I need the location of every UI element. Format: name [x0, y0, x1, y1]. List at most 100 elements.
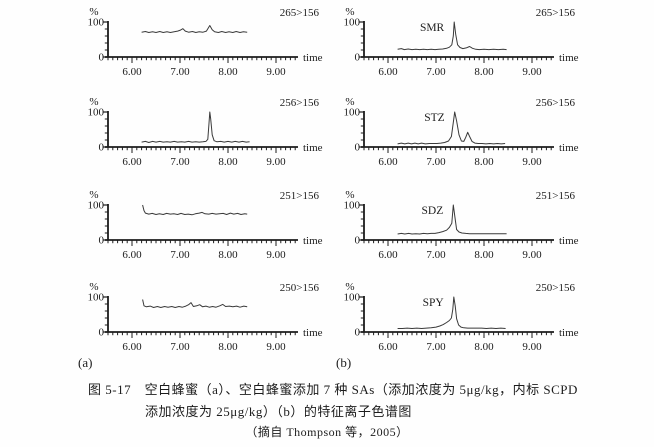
x-tick-label-7.00: 7.00 — [426, 341, 446, 353]
y-tick-label-100: 100 — [88, 107, 105, 119]
peak-label: STZ — [424, 112, 444, 124]
transition-label: 256>156 — [280, 97, 320, 109]
x-tick-label-6.00: 6.00 — [122, 249, 142, 261]
trace-line — [141, 25, 248, 33]
x-tick-label-9.00: 9.00 — [266, 341, 286, 353]
trace-line — [397, 21, 507, 51]
time-label: time — [559, 142, 579, 154]
time-label: time — [303, 235, 323, 247]
x-tick-label-9.00: 9.00 — [522, 156, 542, 168]
x-tick-label-8.00: 8.00 — [474, 249, 494, 261]
x-tick-label-8.00: 8.00 — [218, 156, 238, 168]
time-label: time — [559, 327, 579, 339]
transition-label: 256>156 — [536, 97, 576, 109]
trace-line — [397, 204, 507, 235]
transition-label: 265>156 — [280, 7, 320, 19]
time-label: time — [303, 52, 323, 64]
chromatogram-svg: %100 0 6.00 7.00 8.00 9.00 time 265>156 — [88, 6, 323, 78]
chromatogram-panel-b1: % 100 0 6.00 7.00 8.00 9.00 time 265>156 SMR — [318, 2, 580, 86]
y-tick-label-100: 100 — [344, 17, 361, 29]
time-label: time — [559, 235, 579, 247]
x-tick-label-7.00: 7.00 — [170, 341, 190, 353]
chromatogram-panel-a1: % 100 0 6.00 7.00 8.00 9.00 time 265>156 — [62, 2, 324, 86]
peak-label: SPY — [423, 297, 445, 309]
y-tick-label-0: 0 — [99, 142, 105, 154]
caption-source-line: （摘自 Thompson 等，2005） — [245, 425, 409, 439]
y-tick-label-0: 0 — [99, 52, 105, 64]
time-label: time — [559, 52, 579, 64]
x-tick-label-7.00: 7.00 — [426, 249, 446, 261]
x-tick-label-9.00: 9.00 — [522, 341, 542, 353]
x-tick-label-7.00: 7.00 — [170, 156, 190, 168]
y-tick-label-0: 0 — [355, 327, 361, 339]
chromatogram-panel-a4: % 100 0 6.00 7.00 8.00 9.00 time 250>156 — [62, 277, 324, 361]
peak-label: SDZ — [422, 205, 444, 217]
trace-line — [141, 111, 250, 143]
x-tick-label-6.00: 6.00 — [378, 66, 398, 78]
x-tick-label-8.00: 8.00 — [474, 341, 494, 353]
time-label: time — [303, 142, 323, 154]
x-tick-label-6.00: 6.00 — [378, 341, 398, 353]
chromatogram-panel-b3: % 100 0 6.00 7.00 8.00 9.00 time 251>156 SDZ — [318, 185, 580, 269]
trace-line — [142, 299, 248, 308]
trace-line — [397, 296, 506, 329]
chromatogram-svg: %100 0 6.00 7.00 8.00 9.00 time 265>156 SMR — [344, 6, 579, 78]
transition-label: 250>156 — [280, 282, 320, 294]
y-tick-label-0: 0 — [99, 235, 105, 247]
transition-label: 251>156 — [536, 190, 576, 202]
caption-line-1: 图 5-17 空白蜂蜜（a）、空白蜂蜜添加 7 种 SAs（添加浓度为 5μg/… — [88, 382, 578, 397]
chromatogram-panel-b2: % 100 0 6.00 7.00 8.00 9.00 time 256>156 STZ — [318, 92, 580, 176]
y-tick-label-100: 100 — [88, 200, 105, 212]
y-tick-label-0: 0 — [355, 52, 361, 64]
x-tick-label-7.00: 7.00 — [170, 249, 190, 261]
chromatogram-svg: %100 0 6.00 7.00 8.00 9.00 time 256>156 STZ — [344, 96, 579, 168]
chromatogram-svg: %100 0 6.00 7.00 8.00 9.00 time 251>156 — [88, 189, 323, 261]
chromatogram-svg: %100 0 6.00 7.00 8.00 9.00 time 250>156 — [88, 281, 323, 353]
x-tick-label-7.00: 7.00 — [170, 66, 190, 78]
trace-line — [397, 111, 506, 145]
y-axis-unit-label: % — [345, 189, 354, 201]
y-axis-unit-label: % — [345, 6, 354, 18]
x-tick-label-9.00: 9.00 — [522, 249, 542, 261]
y-axis-unit-label: % — [89, 96, 98, 108]
y-tick-label-0: 0 — [355, 142, 361, 154]
x-tick-label-6.00: 6.00 — [378, 156, 398, 168]
chromatogram-panel-b4: % 100 0 6.00 7.00 8.00 9.00 time 250>156 SPY — [318, 277, 580, 361]
subfigure-a-label: (a) — [78, 355, 93, 370]
y-axis-unit-label: % — [89, 6, 98, 18]
x-tick-label-6.00: 6.00 — [122, 66, 142, 78]
x-tick-label-8.00: 8.00 — [218, 249, 238, 261]
x-tick-label-9.00: 9.00 — [266, 66, 286, 78]
transition-label: 250>156 — [536, 282, 576, 294]
x-tick-label-6.00: 6.00 — [122, 156, 142, 168]
trace-line — [142, 204, 248, 216]
transition-label: 251>156 — [280, 190, 320, 202]
y-tick-label-100: 100 — [344, 107, 361, 119]
x-tick-label-8.00: 8.00 — [474, 66, 494, 78]
x-tick-label-9.00: 9.00 — [522, 66, 542, 78]
chromatogram-panel-a2: % 100 0 6.00 7.00 8.00 9.00 time 256>156 — [62, 92, 324, 176]
x-tick-label-6.00: 6.00 — [378, 249, 398, 261]
y-axis-unit-label: % — [89, 189, 98, 201]
x-tick-label-7.00: 7.00 — [426, 66, 446, 78]
y-tick-label-100: 100 — [344, 292, 361, 304]
y-axis-unit-label: % — [89, 281, 98, 293]
chromatogram-svg: %100 0 6.00 7.00 8.00 9.00 time 251>156 SDZ — [344, 189, 579, 261]
x-tick-label-8.00: 8.00 — [474, 156, 494, 168]
y-tick-label-100: 100 — [344, 200, 361, 212]
time-label: time — [303, 327, 323, 339]
x-tick-label-9.00: 9.00 — [266, 249, 286, 261]
chromatogram-panel-a3: % 100 0 6.00 7.00 8.00 9.00 time 251>156 — [62, 185, 324, 269]
y-tick-label-0: 0 — [355, 235, 361, 247]
y-axis-unit-label: % — [345, 281, 354, 293]
chromatogram-svg: %100 0 6.00 7.00 8.00 9.00 time 250>156 SPY — [344, 281, 579, 353]
x-tick-label-8.00: 8.00 — [218, 66, 238, 78]
y-tick-label-0: 0 — [99, 327, 105, 339]
peak-label: SMR — [420, 22, 445, 34]
y-axis-unit-label: % — [345, 96, 354, 108]
y-tick-label-100: 100 — [88, 292, 105, 304]
x-tick-label-8.00: 8.00 — [218, 341, 238, 353]
transition-label: 265>156 — [536, 7, 576, 19]
chromatogram-svg: %100 0 6.00 7.00 8.00 9.00 time 256>156 — [88, 96, 323, 168]
